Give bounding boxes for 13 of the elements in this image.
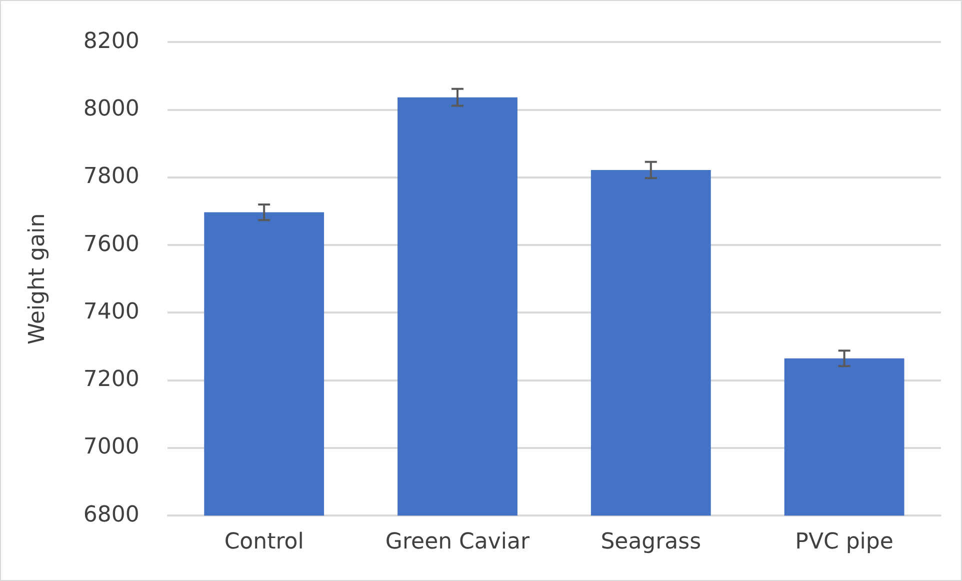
y-tick-label: 7400 [83, 299, 140, 324]
x-tick-label: Green Caviar [385, 530, 530, 555]
x-tick-label: Seagrass [600, 530, 702, 555]
x-tick-label: PVC pipe [795, 530, 894, 555]
y-tick-label: 8200 [83, 28, 140, 54]
y-tick-label: 7800 [83, 164, 140, 190]
y-tick-label: 6800 [83, 502, 140, 528]
y-tick-label: 7000 [83, 434, 140, 460]
x-tick-label: Control [224, 530, 304, 555]
y-axis-title: Weight gain [24, 213, 50, 344]
y-tick-label: 7200 [83, 367, 140, 392]
y-tick-label: 8000 [83, 96, 140, 122]
y-tick-label: 7600 [83, 232, 140, 257]
